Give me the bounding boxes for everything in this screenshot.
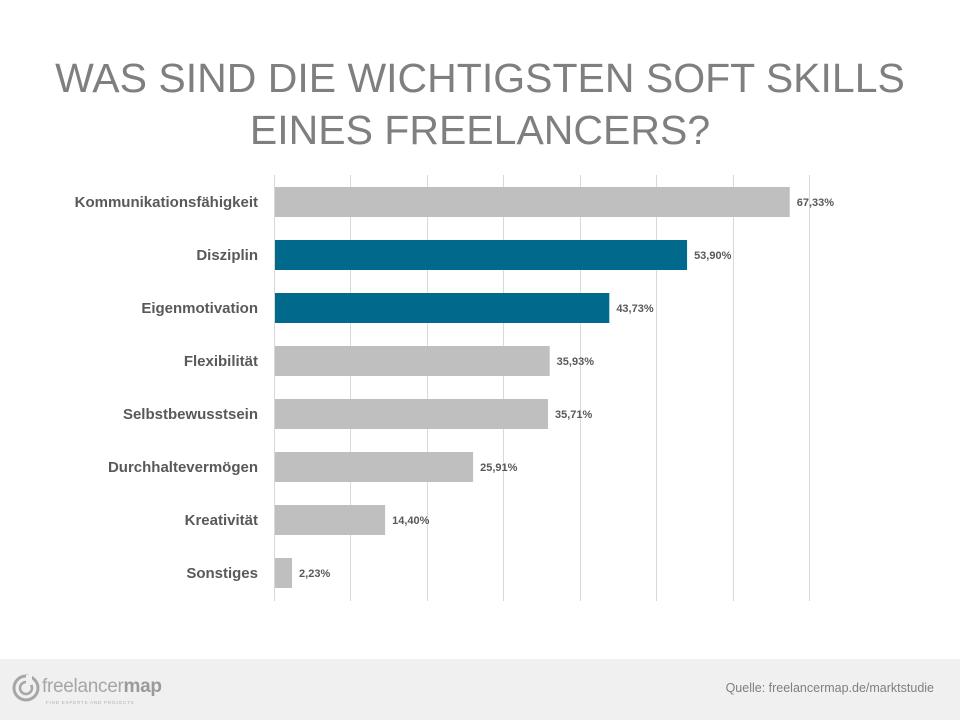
logo-wordmark: freelancermap: [42, 676, 162, 698]
source-note: Quelle: freelancermap.de/marktstudie: [725, 681, 934, 695]
category-label: Eigenmotivation: [141, 300, 258, 317]
chart-title-line-2: EINES FREELANCERS?: [249, 107, 711, 153]
bar: [275, 452, 474, 482]
category-label: Disziplin: [196, 247, 258, 264]
freelancermap-logo-icon: [12, 674, 40, 702]
value-label: 53,90%: [694, 250, 732, 262]
value-label: 67,33%: [797, 197, 835, 209]
bar: [275, 346, 550, 376]
bar-chart: Kommunikationsfähigkeit 67,33% Disziplin 53…: [75, 175, 835, 601]
category-label: Kommunikationsfähigkeit: [75, 194, 258, 211]
bar: [275, 558, 293, 588]
bars: [275, 187, 790, 588]
bar: [275, 505, 386, 535]
gridlines: [274, 175, 810, 601]
value-label: 14,40%: [392, 515, 430, 527]
bar: [275, 399, 549, 429]
logo-wordmark-light: freelancer: [42, 676, 124, 697]
logo-wordmark-bold: map: [123, 676, 162, 697]
labels: Kommunikationsfähigkeit 67,33% Disziplin 53…: [75, 194, 835, 582]
bar: [275, 240, 688, 270]
value-label: 35,71%: [555, 409, 593, 421]
category-label: Sonstiges: [186, 565, 258, 582]
bar: [275, 187, 790, 217]
bar: [275, 293, 610, 323]
value-label: 25,91%: [480, 462, 518, 474]
logo-tagline: FIND EXPERTS AND PROJECTS: [46, 700, 135, 705]
category-label: Kreativität: [185, 512, 258, 529]
category-label: Selbstbewusstsein: [123, 406, 258, 423]
chart-title-line-1: WAS SIND DIE WICHTIGSTEN SOFT SKILLS: [55, 55, 905, 101]
chart-title: WAS SIND DIE WICHTIGSTEN SOFT SKILLS EIN…: [0, 52, 960, 156]
value-label: 35,93%: [557, 356, 595, 368]
category-label: Durchhaltevermögen: [108, 459, 258, 476]
category-label: Flexibilität: [184, 353, 258, 370]
footer: freelancermap FIND EXPERTS AND PROJECTS …: [0, 659, 960, 720]
value-label: 43,73%: [616, 303, 654, 315]
value-label: 2,23%: [299, 568, 330, 580]
